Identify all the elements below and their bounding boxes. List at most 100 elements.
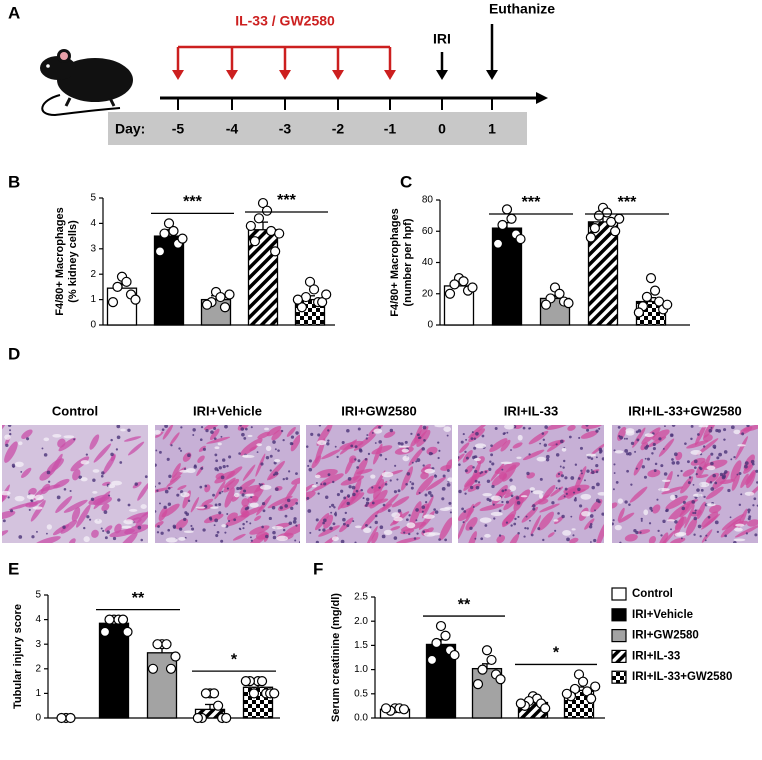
data-point [224, 289, 235, 300]
tissue-lumen [80, 477, 88, 482]
tissue-lumen [532, 490, 544, 495]
tissue-nucleus [228, 455, 232, 459]
data-point [506, 213, 517, 224]
tissue-tubule [315, 468, 338, 478]
tissue-nucleus [687, 481, 691, 485]
tissue-tubule [554, 516, 564, 525]
tissue-nucleus [727, 488, 731, 493]
tissue-nucleus [216, 530, 220, 534]
tissue-nucleus [213, 524, 216, 527]
tissue-nucleus [387, 509, 391, 513]
tissue-lumen [644, 433, 654, 438]
tissue-nucleus [200, 425, 204, 429]
tissue-tubule [321, 449, 341, 460]
tissue-nucleus [586, 469, 590, 473]
tissue-nucleus [740, 493, 743, 496]
tissue-nucleus [651, 452, 654, 455]
tissue-nucleus [723, 450, 728, 454]
tissue-lumen [733, 538, 746, 542]
tissue-nucleus [315, 482, 318, 484]
bar [146, 652, 178, 719]
tissue-nucleus [164, 425, 168, 429]
tissue-nucleus [618, 435, 621, 438]
significance-label: *** [522, 194, 541, 211]
tissue-tubule [682, 468, 695, 477]
tissue-lumen [643, 509, 649, 516]
tissue-nucleus [382, 503, 386, 507]
tissue-nucleus [588, 525, 593, 529]
tissue-nucleus [712, 473, 716, 478]
tissue-nucleus [644, 446, 648, 450]
tissue-nucleus [110, 452, 114, 457]
tissue-nucleus [389, 428, 394, 433]
tissue-nucleus [613, 463, 616, 466]
data-point [515, 233, 526, 245]
tissue-nucleus [116, 435, 121, 440]
tissue-tubule [458, 519, 466, 540]
tissue-tubule [175, 518, 189, 530]
tissue-nucleus [709, 480, 713, 484]
tissue-nucleus [290, 435, 295, 439]
tissue-nucleus [284, 504, 288, 508]
tissue-nucleus [470, 485, 474, 490]
tissue-nucleus [424, 493, 428, 497]
tissue-nucleus [669, 433, 674, 438]
tissue-lumen [585, 453, 597, 457]
tissue-nucleus [309, 531, 312, 534]
tissue-nucleus [463, 510, 467, 513]
tissue-nucleus [394, 464, 397, 467]
tissue-nucleus [418, 436, 422, 439]
y-tick-label: 0 [35, 713, 41, 724]
tissue-nucleus [48, 480, 51, 483]
tissue-nucleus [613, 472, 616, 474]
axis-arrowhead [536, 92, 548, 104]
data-point [610, 226, 621, 237]
tissue-nucleus [714, 481, 718, 485]
tissue-tubule [425, 527, 434, 534]
tissue-tubule [88, 494, 110, 505]
tissue-nucleus [707, 515, 711, 519]
tissue-nucleus [488, 498, 492, 502]
tissue-nucleus [352, 520, 355, 523]
y-tick-label: 2.5 [354, 592, 368, 603]
tissue-lumen [214, 446, 220, 450]
tissue-nucleus [694, 511, 697, 515]
tissue-nucleus [215, 533, 219, 538]
tissue-nucleus [272, 530, 276, 535]
tissue-lumen [92, 490, 98, 494]
tissue-nucleus [579, 446, 583, 450]
tissue-nucleus [494, 427, 498, 430]
tissue-tubule [410, 426, 429, 447]
tissue-nucleus [190, 524, 193, 528]
tissue-nucleus [354, 445, 358, 449]
tissue-nucleus [102, 529, 105, 533]
tissue-nucleus [117, 498, 121, 502]
tissue-nucleus [12, 465, 15, 469]
tissue-nucleus [205, 428, 209, 433]
tissue-nucleus [354, 458, 357, 461]
tissue-nucleus [598, 500, 601, 504]
tissue-lumen [517, 434, 523, 441]
tissue-nucleus [202, 528, 206, 532]
data-point [257, 197, 269, 209]
tissue-nucleus [352, 492, 356, 497]
y-tick-label: 3 [90, 243, 96, 254]
tissue-lumen [83, 536, 90, 543]
tissue-nucleus [462, 521, 465, 524]
tissue-lumen [370, 474, 376, 479]
tissue-tubule [206, 436, 231, 444]
data-point [563, 298, 574, 309]
tissue-nucleus [170, 444, 173, 447]
data-point [444, 288, 456, 299]
tissue-nucleus [86, 515, 90, 519]
tissue-lumen [670, 494, 676, 501]
tissue-tubule [177, 485, 187, 491]
data-point [304, 276, 316, 287]
tissue-nucleus [164, 489, 169, 494]
tissue-tubule [224, 487, 235, 508]
tissue-nucleus [532, 504, 536, 508]
tissue-tubule [155, 521, 164, 528]
data-point [449, 649, 460, 661]
tissue-nucleus [282, 528, 286, 532]
tissue-nucleus [522, 426, 526, 430]
